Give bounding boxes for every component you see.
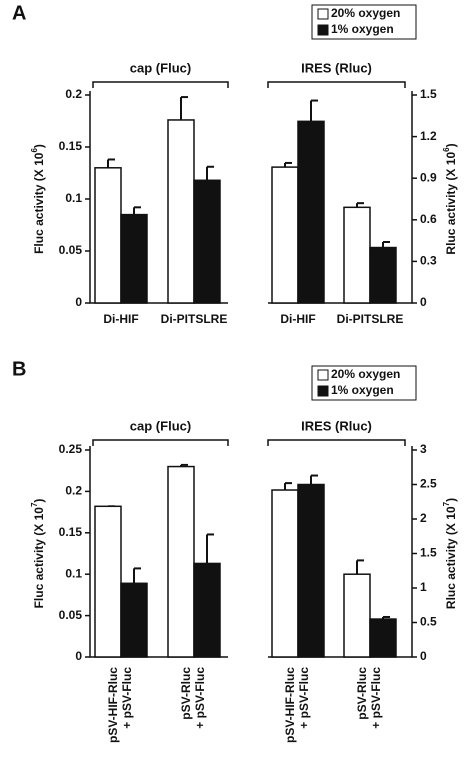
y2-tick-label: 1 <box>420 580 427 594</box>
bracket <box>92 439 229 446</box>
bar <box>193 562 221 658</box>
legend-swatch <box>317 8 329 20</box>
x-tick-label: pSV-HIF-Rluc <box>106 667 120 743</box>
bar <box>120 582 148 658</box>
legend-swatch <box>317 385 329 397</box>
y2-tick-label: 0.6 <box>420 212 437 226</box>
y2-tick-label: 1.5 <box>420 87 437 101</box>
axis-title: Fluc activity (X 107) <box>30 499 46 609</box>
y2-tick-label: 1.5 <box>420 546 437 560</box>
axis-title-part: ) <box>444 143 458 147</box>
axis-title: Rluc activity (X 107) <box>442 498 458 609</box>
bar <box>297 120 325 304</box>
bar <box>369 618 397 658</box>
axis-title-part: Fluc activity (X 10 <box>32 507 46 609</box>
x-tick-label: pSV-HIF-Rluc <box>283 667 297 743</box>
bar <box>167 119 195 304</box>
axis-title-part: 7 <box>30 502 39 507</box>
y-tick-label: 0.05 <box>59 243 83 257</box>
y2-tick-label: 0.9 <box>420 170 437 184</box>
axis-title-part: ) <box>32 144 46 148</box>
axis-title-part: 7 <box>442 501 451 506</box>
y2-tick-label: 2 <box>420 511 427 525</box>
axis-title-part: Rluc activity (X 10 <box>444 152 458 255</box>
legend-box <box>311 4 417 40</box>
legend-label: 1% oxygen <box>331 22 394 36</box>
y-tick-label: 0 <box>75 295 82 309</box>
y-tick-label: 0.1 <box>65 566 82 580</box>
axis-title-part: 6 <box>442 147 451 152</box>
y2-tick-label: 2.5 <box>420 477 437 491</box>
bracket <box>267 439 406 446</box>
legend-label: 20% oxygen <box>331 367 400 381</box>
bar <box>94 167 122 304</box>
x-tick-label: + pSV-Fluc <box>120 667 134 729</box>
bar <box>369 246 397 304</box>
bar <box>120 213 148 304</box>
group-label: cap (Fluc) <box>130 60 191 75</box>
bar <box>297 483 325 658</box>
y2-tick-label: 0 <box>420 649 427 663</box>
bracket <box>267 81 406 88</box>
bar <box>94 505 122 658</box>
y-tick-label: 0.2 <box>65 484 82 498</box>
x-tick-label: + pSV-Fluc <box>369 667 383 729</box>
axis-title: Rluc activity (X 106) <box>442 143 458 254</box>
legend-box <box>311 365 417 401</box>
y-tick-label: 0 <box>75 649 82 663</box>
legend-label: 20% oxygen <box>331 6 400 20</box>
group-label: IRES (Rluc) <box>301 418 372 433</box>
group-label: IRES (Rluc) <box>301 60 372 75</box>
y-tick-label: 0.1 <box>65 191 82 205</box>
y-tick-label: 0.05 <box>59 608 83 622</box>
y2-tick-label: 1.2 <box>420 129 437 143</box>
x-tick-label: pSV-Rluc <box>179 667 193 720</box>
x-tick-label: Di-PITSLRE <box>337 312 404 326</box>
y-tick-label: 0.25 <box>59 442 83 456</box>
x-tick-label: + pSV-Fluc <box>297 667 311 729</box>
axis-title-part: ) <box>444 498 458 502</box>
x-tick-label: Di-HIF <box>103 312 138 326</box>
bar <box>193 179 221 304</box>
bar <box>343 206 371 304</box>
y2-tick-label: 0.3 <box>420 254 437 268</box>
axis-title-part: Rluc activity (X 10 <box>444 506 458 609</box>
y-tick-label: 0.15 <box>59 139 83 153</box>
bar <box>167 465 195 658</box>
panel-label: A <box>12 2 26 24</box>
bar <box>271 166 299 304</box>
legend-swatch <box>317 24 329 36</box>
bracket <box>92 81 229 88</box>
axis-title-part: ) <box>32 499 46 503</box>
x-tick-label: Di-HIF <box>280 312 315 326</box>
axis-title-part: Fluc activity (X 10 <box>32 152 46 254</box>
y-tick-label: 0.2 <box>65 87 82 101</box>
axis-title: Fluc activity (X 106) <box>30 144 46 254</box>
y2-tick-label: 0.5 <box>420 615 437 629</box>
y2-tick-label: 0 <box>420 295 427 309</box>
panel-label: B <box>12 358 26 380</box>
x-tick-label: pSV-Rluc <box>355 667 369 720</box>
bar <box>271 489 299 658</box>
axis-title-part: 6 <box>30 148 39 153</box>
x-tick-label: + pSV-Fluc <box>193 667 207 729</box>
bar <box>343 573 371 658</box>
legend-label: 1% oxygen <box>331 383 394 397</box>
y-tick-label: 0.15 <box>59 525 83 539</box>
legend-swatch <box>317 369 329 381</box>
group-label: cap (Fluc) <box>130 418 191 433</box>
y2-tick-label: 3 <box>420 442 427 456</box>
x-tick-label: Di-PITSLRE <box>161 312 228 326</box>
